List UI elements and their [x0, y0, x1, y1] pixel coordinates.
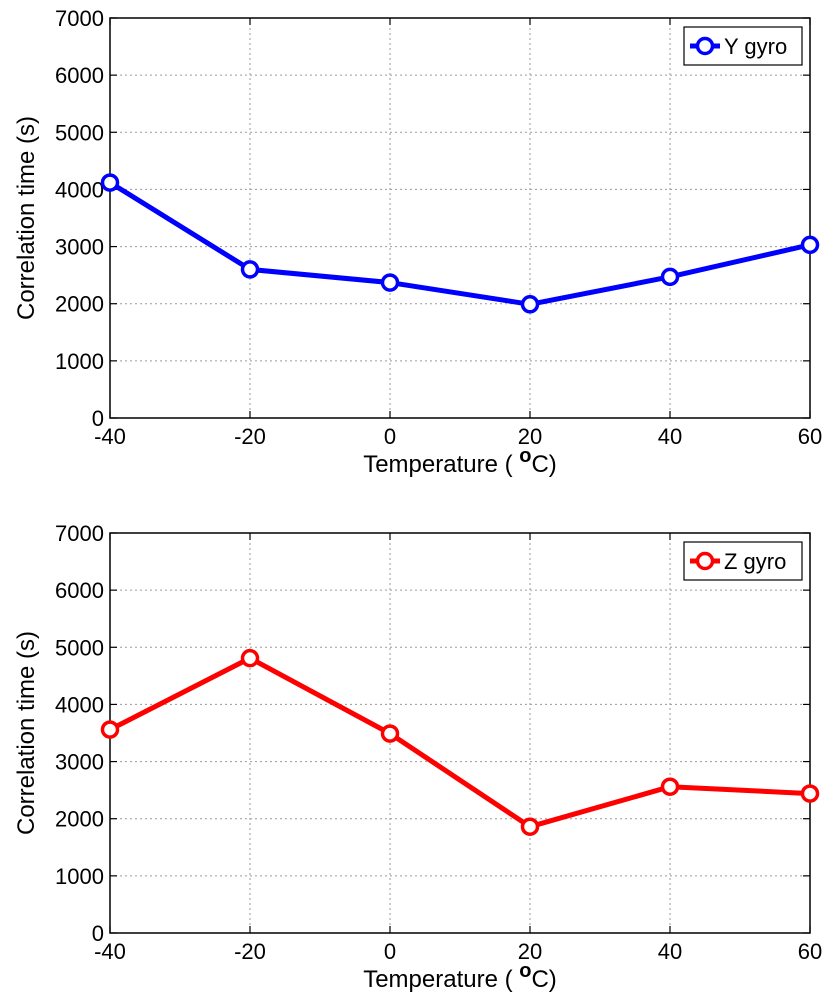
legend-marker	[695, 36, 715, 56]
x-tick-label: 60	[798, 424, 822, 449]
data-point	[800, 784, 820, 803]
x-axis-label: Temperature ( oC)	[363, 960, 557, 993]
series-line	[108, 655, 811, 830]
y-tick-label: 1000	[55, 349, 104, 374]
x-tick-label: -40	[94, 939, 126, 964]
x-tick-label: 40	[658, 939, 682, 964]
y-tick-label: 2000	[55, 292, 104, 317]
data-point	[100, 173, 120, 192]
legend-label: Y gyro	[724, 34, 787, 59]
x-tick-label: 60	[798, 939, 822, 964]
y-tick-label: 4000	[55, 177, 104, 202]
y-tick-label: 0	[92, 406, 104, 431]
x-tick-label: 0	[384, 939, 396, 964]
y-tick-label: 7000	[55, 6, 104, 31]
y-tick-label: 6000	[55, 63, 104, 88]
plot-area	[110, 533, 810, 933]
y-tick-label: 5000	[55, 120, 104, 145]
y-tick-label: 1000	[55, 864, 104, 889]
data-point	[660, 777, 680, 796]
legend: Z gyro	[683, 541, 803, 581]
data-point	[800, 235, 820, 255]
x-tick-label: 20	[518, 424, 542, 449]
data-point	[520, 817, 540, 836]
data-point	[380, 724, 400, 743]
y-tick-label: 7000	[55, 521, 104, 546]
y-tick-label: 0	[92, 921, 104, 946]
y-tick-label: 3000	[55, 750, 104, 775]
data-point	[380, 273, 400, 292]
data-point	[660, 267, 680, 287]
data-point	[240, 260, 260, 279]
x-axis-label: Temperature ( oC)	[363, 445, 557, 478]
data-point	[100, 720, 120, 739]
x-tick-label: 40	[658, 424, 682, 449]
legend-label: Z gyro	[724, 549, 786, 574]
legend-marker	[695, 551, 715, 571]
x-tick-label: -20	[234, 424, 266, 449]
grid	[110, 18, 810, 418]
y-axis-label: Correlation time (s)	[13, 631, 40, 835]
data-point	[520, 295, 540, 314]
chart-y-gyro: -40 -20 0 20 40 60 0 1000 2000 3000 4000 5000 6000 70…	[13, 6, 822, 478]
y-tick-label: 3000	[55, 235, 104, 260]
data-point	[240, 648, 260, 668]
x-tick-label: 0	[384, 424, 396, 449]
axes-box	[109, 17, 811, 419]
chart-z-gyro: -40 -20 0 20 40 60 0 1000 2000 3000 4000 5000 6000 70…	[13, 521, 822, 993]
y-tick-label: 6000	[55, 578, 104, 603]
plot-area	[110, 18, 810, 418]
x-tick-label: -40	[94, 424, 126, 449]
legend: Y gyro	[683, 26, 803, 66]
y-tick-label: 4000	[55, 692, 104, 717]
y-tick-label: 2000	[55, 807, 104, 832]
series-line	[108, 180, 811, 307]
x-tick-label: -20	[234, 939, 266, 964]
y-tick-label: 5000	[55, 635, 104, 660]
x-tick-label: 20	[518, 939, 542, 964]
y-axis-label: Correlation time (s)	[13, 116, 40, 320]
